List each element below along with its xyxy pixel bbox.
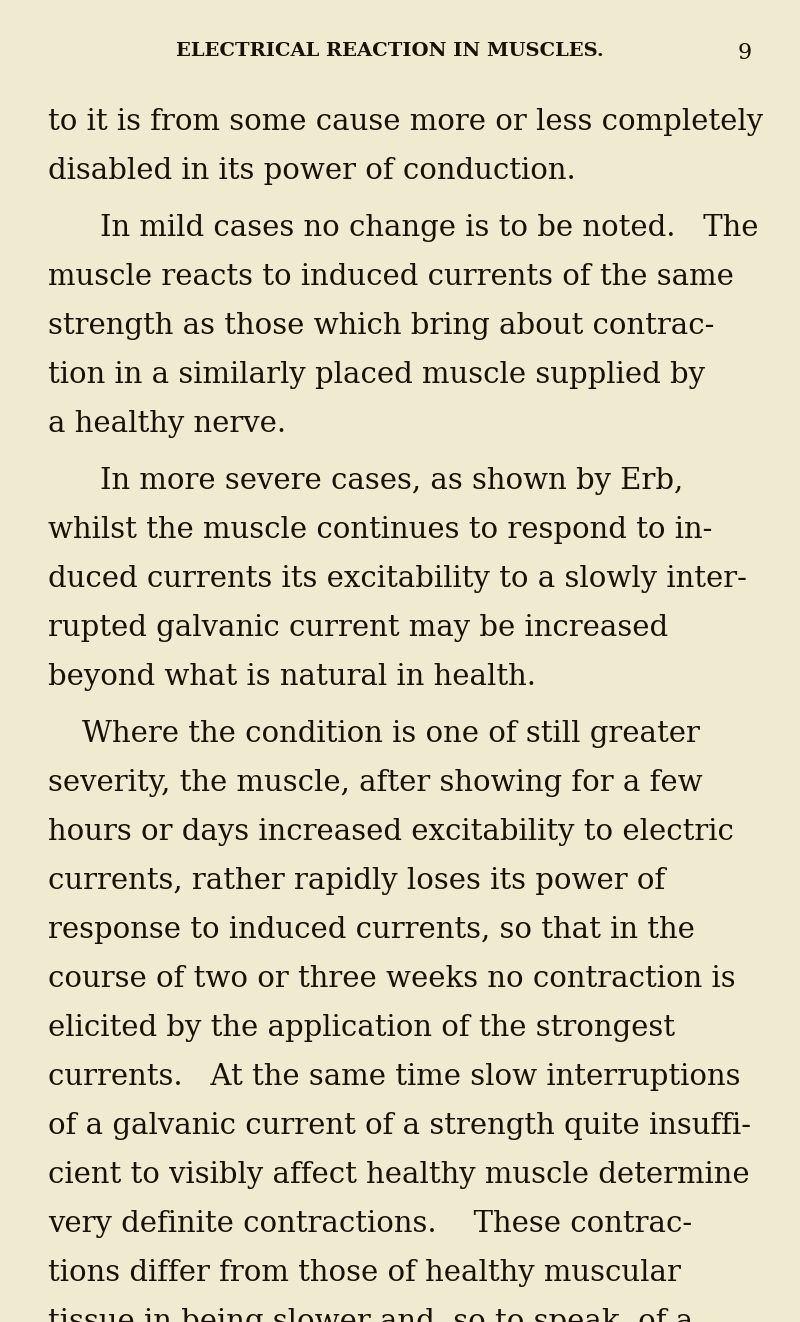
Text: beyond what is natural in health.: beyond what is natural in health. xyxy=(48,664,536,691)
Text: severity, the muscle, after showing for a few: severity, the muscle, after showing for … xyxy=(48,769,702,797)
Text: currents.   At the same time slow interruptions: currents. At the same time slow interrup… xyxy=(48,1063,741,1091)
Text: muscle reacts to induced currents of the same: muscle reacts to induced currents of the… xyxy=(48,263,734,291)
Text: 9: 9 xyxy=(738,42,752,63)
Text: course of two or three weeks no contraction is: course of two or three weeks no contract… xyxy=(48,965,736,993)
Text: a healthy nerve.: a healthy nerve. xyxy=(48,410,286,438)
Text: whilst the muscle continues to respond to in-: whilst the muscle continues to respond t… xyxy=(48,516,712,543)
Text: to it is from some cause more or less completely: to it is from some cause more or less co… xyxy=(48,108,763,136)
Text: response to induced currents, so that in the: response to induced currents, so that in… xyxy=(48,916,695,944)
Text: In mild cases no change is to be noted.   The: In mild cases no change is to be noted. … xyxy=(100,214,758,242)
Text: very definite contractions.    These contrac-: very definite contractions. These contra… xyxy=(48,1210,692,1237)
Text: cient to visibly affect healthy muscle determine: cient to visibly affect healthy muscle d… xyxy=(48,1161,750,1188)
Text: tions differ from those of healthy muscular: tions differ from those of healthy muscu… xyxy=(48,1259,681,1288)
Text: ELECTRICAL REACTION IN MUSCLES.: ELECTRICAL REACTION IN MUSCLES. xyxy=(176,42,604,59)
Text: strength as those which bring about contrac-: strength as those which bring about cont… xyxy=(48,312,714,340)
Text: tissue in being slower and, so to speak, of a: tissue in being slower and, so to speak,… xyxy=(48,1307,694,1322)
Text: currents, rather rapidly loses its power of: currents, rather rapidly loses its power… xyxy=(48,867,666,895)
Text: of a galvanic current of a strength quite insuffi-: of a galvanic current of a strength quit… xyxy=(48,1112,751,1140)
Text: In more severe cases, as shown by Erb,: In more severe cases, as shown by Erb, xyxy=(100,467,683,494)
Text: elicited by the application of the strongest: elicited by the application of the stron… xyxy=(48,1014,675,1042)
Text: hours or days increased excitability to electric: hours or days increased excitability to … xyxy=(48,818,734,846)
Text: rupted galvanic current may be increased: rupted galvanic current may be increased xyxy=(48,613,668,642)
Text: disabled in its power of conduction.: disabled in its power of conduction. xyxy=(48,157,576,185)
Text: Where the condition is one of still greater: Where the condition is one of still grea… xyxy=(82,720,700,748)
Text: tion in a similarly placed muscle supplied by: tion in a similarly placed muscle suppli… xyxy=(48,361,705,389)
Text: duced currents its excitability to a slowly inter-: duced currents its excitability to a slo… xyxy=(48,564,747,594)
